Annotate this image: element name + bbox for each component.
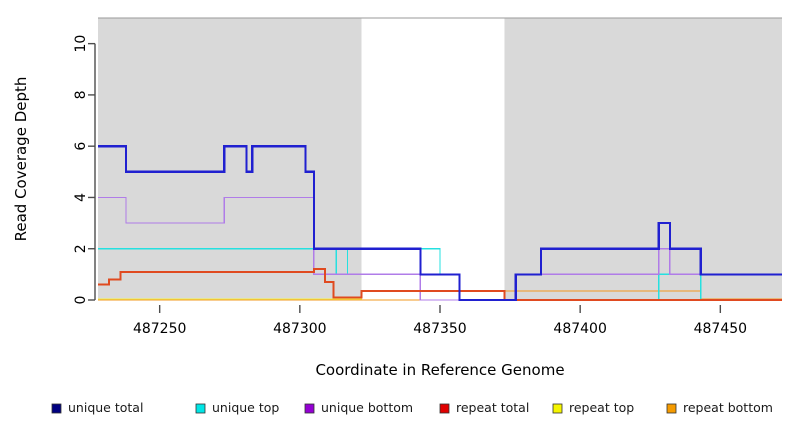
legend-item-repeat-top[interactable]: repeat top xyxy=(552,400,634,415)
legend-label-0: unique total xyxy=(68,400,143,415)
legend-item-repeat-bottom[interactable]: repeat bottom xyxy=(666,400,773,415)
y-tick-label-2: 2 xyxy=(73,244,89,253)
legend-label-5: repeat bottom xyxy=(683,400,773,415)
y-tick-label-8: 8 xyxy=(73,90,89,99)
x-tick-label-487300: 487300 xyxy=(273,321,326,337)
legend-label-3: repeat total xyxy=(456,400,529,415)
legend-item-unique-bottom[interactable]: unique bottom xyxy=(304,400,413,415)
legend-swatch-1 xyxy=(195,403,206,414)
y-tick-label-0: 0 xyxy=(73,296,89,305)
x-tick-label-487250: 487250 xyxy=(133,321,186,337)
y-tick-label-6: 6 xyxy=(73,142,89,151)
legend-item-unique-top[interactable]: unique top xyxy=(195,400,279,415)
shaded-region-0 xyxy=(98,18,362,300)
legend-swatch-4 xyxy=(552,403,563,414)
legend-swatch-2 xyxy=(304,403,315,414)
x-tick-label-487400: 487400 xyxy=(553,321,606,337)
series-line-unique-bottom xyxy=(98,196,782,301)
series-line-repeat-total xyxy=(98,268,782,301)
legend-swatch-3 xyxy=(439,403,450,414)
x-tick-label-487450: 487450 xyxy=(694,321,747,337)
y-axis-title: Read Coverage Depth xyxy=(12,77,30,242)
legend-label-2: unique bottom xyxy=(321,400,413,415)
legend-label-4: repeat top xyxy=(569,400,634,415)
shaded-region-1 xyxy=(504,18,782,300)
x-axis-title: Coordinate in Reference Genome xyxy=(315,361,564,379)
legend-swatch-0 xyxy=(51,403,62,414)
series-group xyxy=(98,145,782,301)
legend-item-unique-total[interactable]: unique total xyxy=(51,400,143,415)
series-line-unique-total xyxy=(98,145,782,301)
y-tick-label-4: 4 xyxy=(73,193,89,202)
legend-swatch-5 xyxy=(666,403,677,414)
x-tick-label-487350: 487350 xyxy=(413,321,466,337)
legend-label-1: unique top xyxy=(212,400,279,415)
legend-item-repeat-total[interactable]: repeat total xyxy=(439,400,529,415)
y-tick-label-10: 10 xyxy=(73,35,89,53)
